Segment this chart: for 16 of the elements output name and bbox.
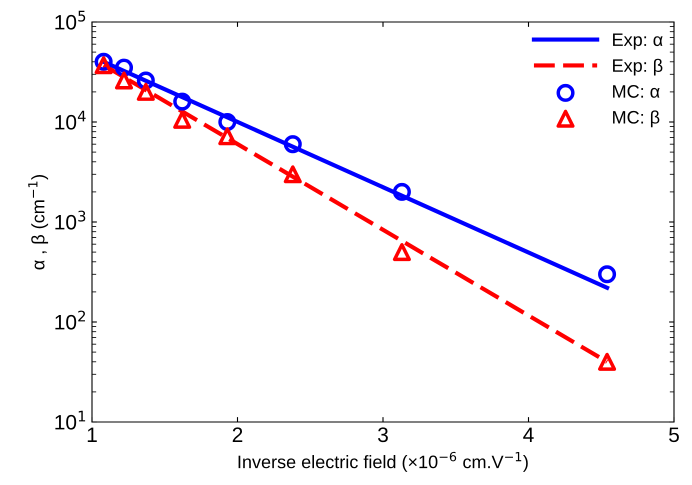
x-tick-label: 2 — [232, 427, 242, 442]
y-tick-label: 10$^{2}$ — [55, 310, 85, 330]
y-axis-title: α , β (cm$^{−1}$) — [28, 175, 48, 270]
y-tick-label: 10$^{4}$ — [55, 110, 86, 130]
y-tick-label: 10$^{3}$ — [55, 210, 86, 230]
y-tick-label: 10$^{1}$ — [55, 410, 86, 430]
legend-label: MC: β — [613, 110, 660, 128]
y-tick-label: 10$^{5}$ — [55, 10, 86, 30]
x-tick-label: 1 — [88, 428, 97, 442]
x-tick-label: 5 — [669, 428, 679, 442]
legend-label: Exp: α — [613, 33, 663, 50]
x-tick-label: 3 — [378, 427, 388, 442]
x-tick-label: 4 — [523, 428, 534, 442]
legend-label: MC: α — [613, 85, 660, 98]
x-axis-title: Inverse electric field (×10$^{−6}$ cm.V$^{−1}$) — [238, 452, 528, 472]
legend-label: Exp: β — [613, 58, 662, 76]
